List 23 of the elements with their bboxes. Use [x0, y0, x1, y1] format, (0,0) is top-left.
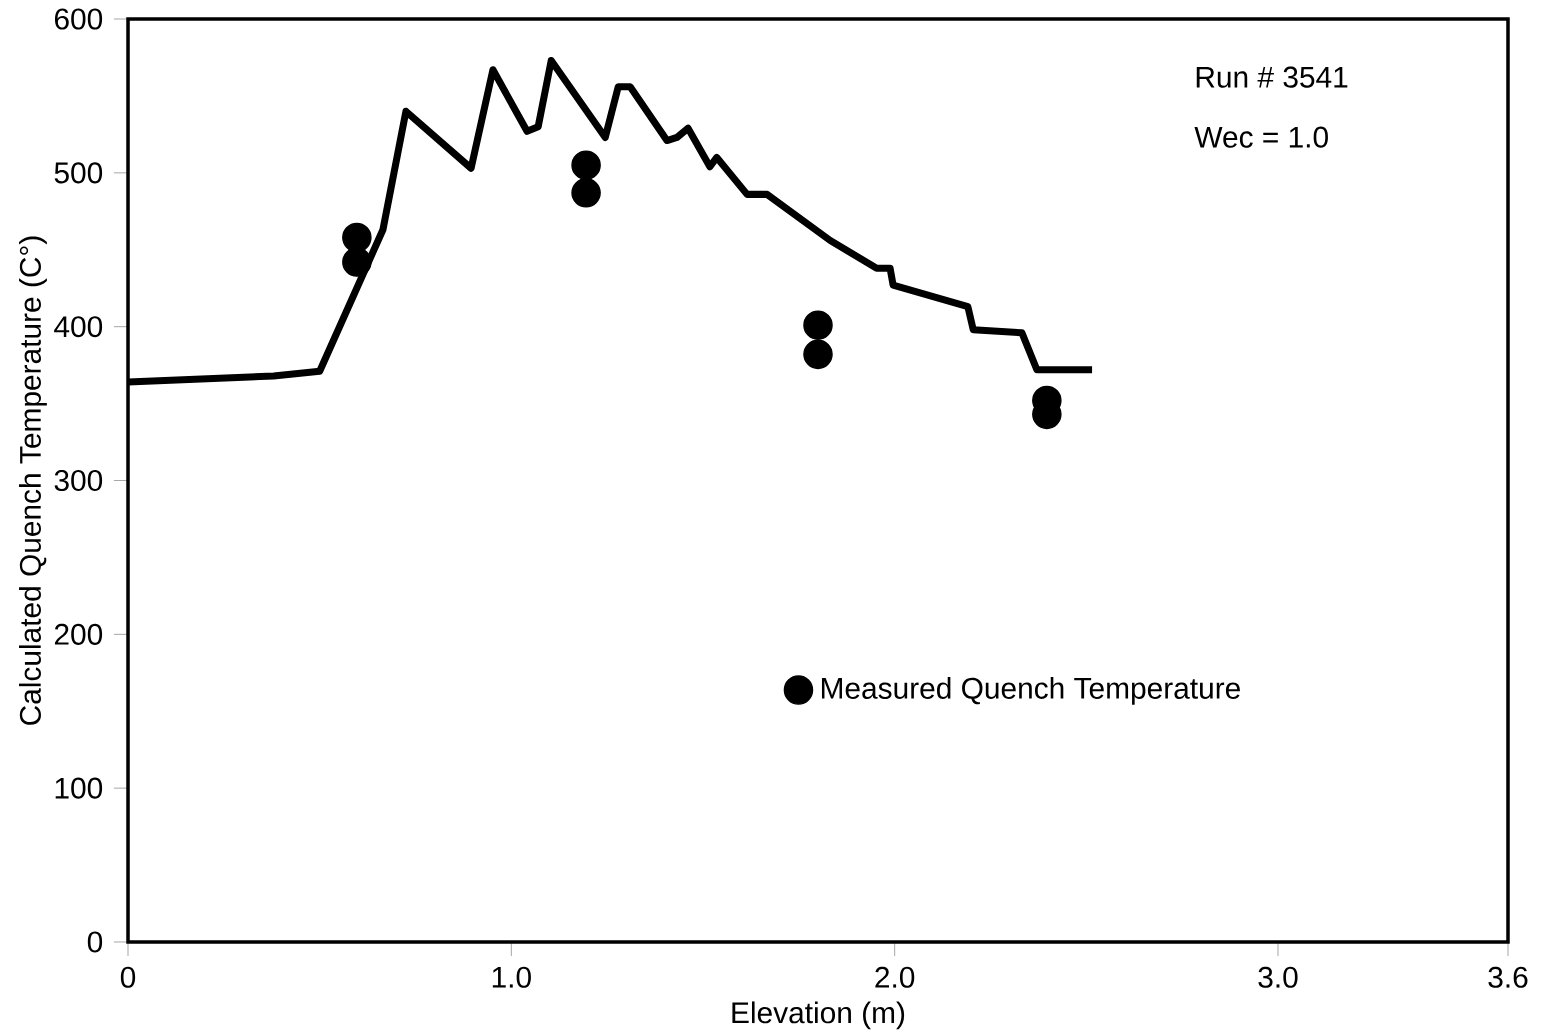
annotation: Wec = 1.0	[1194, 126, 1328, 148]
y-tick-label: 200	[54, 623, 103, 645]
y-axis-title: Calculated Quench Temperature (C°)	[19, 236, 47, 725]
y-tick-label: 300	[54, 469, 103, 492]
x-tick-label: 3.6	[1488, 966, 1528, 988]
point	[342, 247, 372, 277]
x-tick-label: 3.0	[1258, 966, 1298, 988]
point	[571, 150, 601, 180]
point	[803, 310, 833, 340]
point	[571, 178, 601, 208]
x-tick-label: 2.0	[875, 966, 915, 988]
y-tick-label: 600	[54, 8, 103, 30]
y-tick-label: 400	[54, 316, 103, 338]
x-tick-label: 0	[120, 966, 136, 988]
x-tick-label: 1.0	[492, 966, 531, 988]
point	[803, 339, 833, 370]
y-tick-label: 100	[55, 777, 103, 799]
legend-label: Measured Quench Temperature	[821, 676, 1240, 705]
point	[342, 222, 372, 253]
annotation: Run # 3541	[1196, 66, 1348, 88]
y-tick-label: 500	[54, 162, 103, 184]
x-axis-title: Elevation (m)	[732, 1001, 905, 1030]
y-tick-label: 0	[87, 931, 103, 953]
